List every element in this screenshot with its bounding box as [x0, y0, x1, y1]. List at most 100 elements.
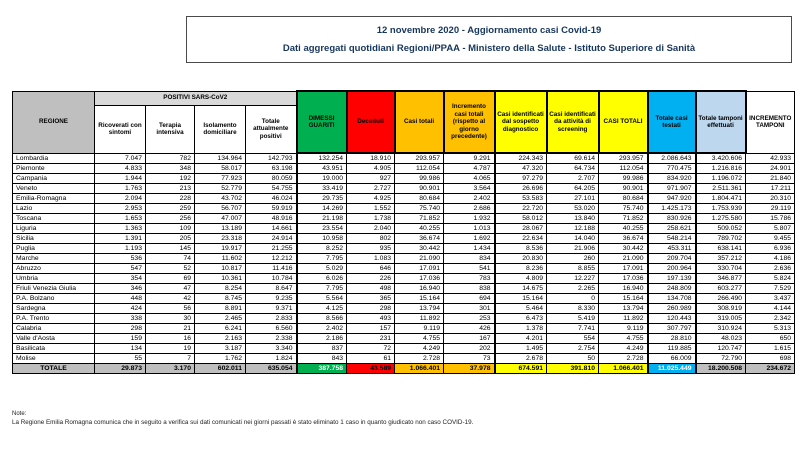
- value-cell: 10.958: [295, 232, 348, 244]
- table-header: REGIONE POSITIVI SARS-CoV2 DIMESSI GUARI…: [12, 90, 796, 154]
- value-cell: 29.119: [745, 202, 796, 214]
- region-name-cell: Toscana: [12, 212, 95, 224]
- total-cell: 29.873: [94, 362, 146, 374]
- value-cell: 53.020: [546, 202, 600, 214]
- value-cell: 646: [346, 262, 396, 274]
- value-cell: 59.919: [244, 202, 298, 214]
- value-cell: 7.795: [295, 252, 348, 264]
- table-row: Marche 536 74 11.602 12.212 7.795 1.083 21.090 8…: [12, 252, 796, 264]
- col-header-deceduti: Deceduti: [345, 90, 396, 154]
- value-cell: 21.255: [244, 242, 298, 254]
- value-cell: 1.804.471: [694, 192, 747, 204]
- value-cell: 1.196.072: [694, 172, 747, 184]
- value-cell: 28.810: [646, 332, 697, 344]
- value-cell: 18.910: [346, 152, 396, 164]
- value-cell: 231: [346, 332, 396, 344]
- value-cell: 77.923: [194, 172, 246, 184]
- value-cell: 48.023: [694, 332, 747, 344]
- value-cell: 13.794: [598, 302, 649, 314]
- value-cell: 927: [346, 172, 396, 184]
- value-cell: 132.254: [295, 152, 348, 164]
- value-cell: 1.013: [443, 222, 496, 234]
- value-cell: 7.741: [546, 322, 600, 334]
- value-cell: 24.914: [244, 232, 298, 244]
- value-cell: 2.094: [94, 192, 146, 204]
- value-cell: 17.091: [394, 262, 445, 274]
- value-cell: 21: [145, 322, 195, 334]
- table-row: Toscana 1.653 256 47.007 48.916 21.198 1.738 71…: [12, 212, 796, 224]
- value-cell: 8.252: [295, 242, 348, 254]
- value-cell: 213: [145, 182, 195, 194]
- value-cell: 21.906: [546, 242, 600, 254]
- value-cell: 120.443: [646, 312, 697, 324]
- value-cell: 5.419: [546, 312, 600, 324]
- value-cell: 1.762: [194, 352, 246, 364]
- value-cell: 226: [346, 272, 396, 284]
- value-cell: 52: [145, 262, 195, 274]
- value-cell: 90.901: [598, 182, 649, 194]
- value-cell: 4.249: [598, 342, 649, 354]
- value-cell: 548.214: [646, 232, 697, 244]
- value-cell: 16: [145, 332, 195, 344]
- value-cell: 298: [346, 302, 396, 314]
- value-cell: 71.852: [394, 212, 445, 224]
- table-row: Sardegna 424 56 8.891 9.371 4.125 298 13.794 301…: [12, 302, 796, 314]
- value-cell: 1.615: [745, 342, 796, 354]
- region-name-cell: Puglia: [12, 242, 95, 254]
- value-cell: 1.391: [94, 232, 146, 244]
- value-cell: 2.833: [244, 312, 298, 324]
- value-cell: 2.511.361: [694, 182, 747, 194]
- value-cell: 498: [346, 282, 396, 294]
- value-cell: 66.009: [646, 352, 697, 364]
- value-cell: 134.964: [194, 152, 246, 164]
- col-header-regione: REGIONE: [12, 90, 95, 154]
- value-cell: 74: [145, 252, 195, 264]
- table-row: Puglia 1.193 145 19.917 21.255 8.252 935 30.442…: [12, 242, 796, 254]
- value-cell: 843: [295, 352, 348, 364]
- value-cell: 638.141: [694, 242, 747, 254]
- value-cell: 28.067: [493, 222, 548, 234]
- value-cell: 64.205: [546, 182, 600, 194]
- value-cell: 1.378: [493, 322, 548, 334]
- value-cell: 17.036: [598, 272, 649, 284]
- value-cell: 310.924: [694, 322, 747, 334]
- total-label: TOTALE: [12, 362, 95, 374]
- value-cell: 5.564: [295, 292, 348, 304]
- value-cell: 834.920: [646, 172, 697, 184]
- value-cell: 12.188: [546, 222, 600, 234]
- value-cell: 802: [346, 232, 396, 244]
- total-cell: 37.978: [443, 362, 496, 374]
- footer-note-label: Note:: [12, 411, 27, 417]
- value-cell: 603.277: [694, 282, 747, 294]
- value-cell: 1.495: [493, 342, 548, 354]
- value-cell: 935: [346, 242, 396, 254]
- value-cell: 837: [295, 342, 348, 354]
- value-cell: 9.119: [598, 322, 649, 334]
- value-cell: 15.786: [745, 212, 796, 224]
- value-cell: 4.809: [493, 272, 548, 284]
- group-header-positivi: POSITIVI SARS-CoV2: [93, 90, 298, 106]
- value-cell: 145: [145, 242, 195, 254]
- value-cell: 15.164: [598, 292, 649, 304]
- value-cell: 259: [145, 202, 195, 214]
- region-name-cell: P.A. Bolzano: [12, 292, 95, 304]
- total-cell: 387.758: [295, 362, 348, 374]
- total-cell: 234.672: [745, 362, 796, 374]
- value-cell: 770.475: [646, 162, 697, 174]
- total-cell: 635.054: [244, 362, 298, 374]
- value-cell: 4.065: [443, 172, 496, 184]
- value-cell: 73: [443, 352, 496, 364]
- value-cell: 308.919: [694, 302, 747, 314]
- col-header-incremento-casi: Incremento casi totali (rispetto al gior…: [442, 90, 496, 154]
- value-cell: 947.920: [646, 192, 697, 204]
- value-cell: 120.747: [694, 342, 747, 354]
- value-cell: 36.674: [598, 232, 649, 244]
- col-header-casi-testati: Totale casi testati: [646, 90, 697, 154]
- value-cell: 2.040: [346, 222, 396, 234]
- value-cell: 2.402: [295, 322, 348, 334]
- value-cell: 838: [443, 282, 496, 294]
- region-name-cell: Marche: [12, 252, 95, 264]
- value-cell: 80.684: [394, 192, 445, 204]
- value-cell: 75.740: [598, 202, 649, 214]
- value-cell: 554: [546, 332, 600, 344]
